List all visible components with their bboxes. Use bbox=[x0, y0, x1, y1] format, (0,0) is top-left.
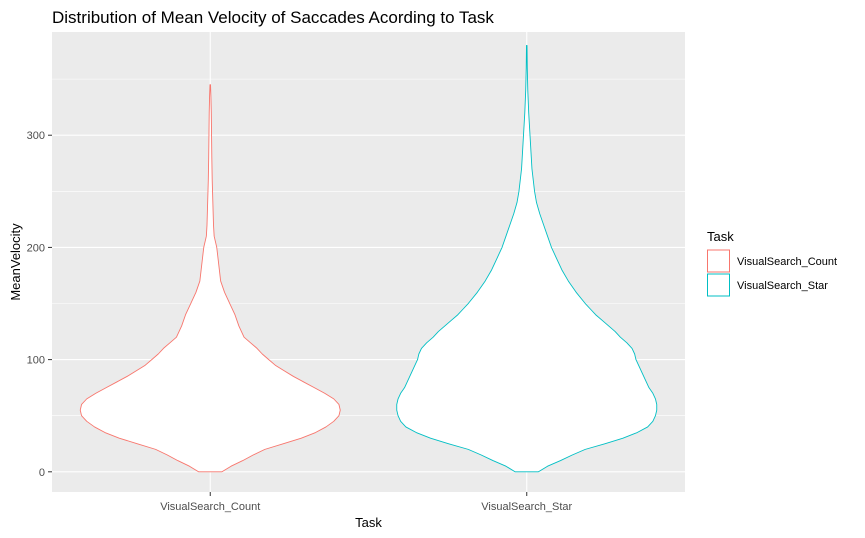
x-axis: VisualSearch_Count VisualSearch_Star bbox=[160, 492, 573, 513]
y-tick-label: 100 bbox=[27, 355, 45, 367]
legend-key-visualsearch-count bbox=[707, 249, 730, 273]
legend-title: Task bbox=[707, 229, 734, 244]
y-tick-label: 300 bbox=[27, 130, 45, 142]
y-tick-label: 200 bbox=[27, 242, 45, 254]
y-axis: 0 100 200 300 bbox=[27, 130, 52, 479]
x-tick-label: VisualSearch_Star bbox=[481, 501, 572, 513]
violin-visualsearch-count bbox=[79, 84, 341, 473]
x-tick-label: VisualSearch_Count bbox=[160, 501, 260, 513]
chart-title: Distribution of Mean Velocity of Saccade… bbox=[52, 8, 494, 27]
x-axis-title: Task bbox=[355, 515, 382, 530]
y-axis-title: MeanVelocity bbox=[8, 223, 23, 301]
violin-visualsearch-star bbox=[396, 45, 658, 473]
violins bbox=[79, 45, 658, 473]
legend-label: VisualSearch_Star bbox=[737, 280, 828, 292]
y-tick-label: 0 bbox=[39, 467, 45, 479]
legend-label: VisualSearch_Count bbox=[737, 256, 837, 268]
legend: Task VisualSearch_Count VisualSearch_Star bbox=[707, 229, 837, 297]
legend-key-visualsearch-star bbox=[707, 273, 730, 297]
